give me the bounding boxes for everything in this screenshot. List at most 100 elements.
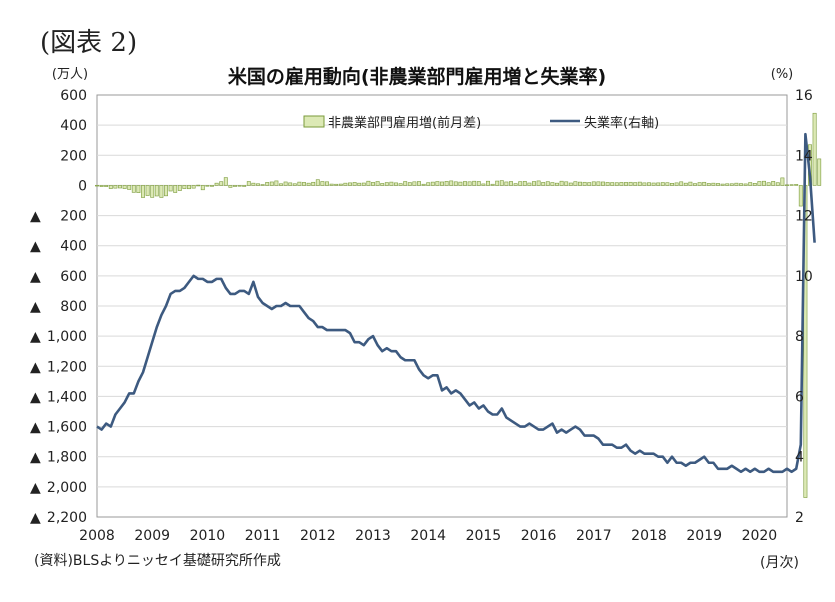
y-left-tick-triangle: ▲ (30, 510, 41, 526)
payroll-bar (697, 182, 702, 186)
payroll-bar (757, 181, 762, 186)
payroll-bar (545, 181, 550, 186)
payroll-bar (518, 181, 523, 186)
payroll-bar (624, 182, 628, 186)
y-left-tick-triangle: ▲ (30, 329, 41, 345)
y-left-tick-label: 1,800 (47, 450, 87, 466)
figure-label: (図表 2) (40, 28, 138, 58)
x-tick-label: 2010 (190, 528, 226, 544)
payroll-bar (472, 180, 477, 186)
payroll-bar (670, 183, 674, 186)
x-tick-label: 2019 (686, 528, 722, 544)
payroll-bar (168, 185, 173, 192)
payroll-bar (233, 185, 237, 187)
payroll-bar (145, 185, 150, 196)
source-note: (資料)BLSよりニッセイ基礎研究所作成 (34, 553, 281, 569)
payroll-bar (311, 181, 316, 186)
payroll-bar (674, 182, 679, 186)
x-tick-label: 2017 (576, 528, 612, 544)
payroll-bar (739, 183, 743, 186)
chart-title: 米国の雇用動向(非農業部門雇用増と失業率) (228, 65, 606, 88)
payroll-bar (380, 183, 385, 186)
payroll-bar (720, 183, 725, 186)
payroll-bar (444, 181, 449, 186)
payroll-bar (150, 185, 155, 198)
y-right-unit: (%) (771, 67, 794, 82)
y-right-tick-label: 8 (795, 329, 804, 345)
y-left-tick-label: 400 (60, 118, 87, 134)
payroll-bar (513, 183, 518, 186)
payroll-bar (302, 182, 306, 186)
y-left-tick-label: 1,000 (47, 329, 87, 345)
y-left-tick-triangle: ▲ (30, 450, 41, 466)
payroll-bar (389, 181, 394, 186)
payroll-bar (403, 181, 408, 186)
y-right-tick-label: 6 (795, 389, 804, 405)
payroll-bar (260, 184, 265, 186)
payroll-bar (398, 183, 403, 186)
x-tick-label: 2015 (466, 528, 502, 544)
x-tick-label: 2020 (742, 528, 778, 544)
payroll-bar (614, 182, 619, 186)
y-right-tick-label: 10 (795, 269, 813, 285)
legend-line-label: 失業率(右軸) (584, 115, 659, 131)
payroll-bars (95, 112, 822, 498)
payroll-bar (127, 185, 132, 190)
x-tick-label: 2013 (355, 528, 391, 544)
payroll-bar (752, 183, 757, 186)
y-left-tick-label: 200 (60, 209, 87, 225)
payroll-bar (242, 185, 247, 187)
payroll-bar (329, 183, 334, 186)
payroll-bar (775, 182, 780, 186)
payroll-bar (467, 181, 472, 186)
y-left-unit: (万人) (52, 67, 88, 82)
payroll-bar (154, 185, 159, 197)
y-left-tick-label: 0 (78, 178, 87, 194)
payroll-bar (325, 181, 329, 186)
y-left-tick-triangle: ▲ (30, 480, 41, 496)
y-left-tick-labels: 600 400 200 0 ▲ 200 ▲ 400 ▲ 600 ▲ 800 ▲ 1,000 ▲ 1,200 ▲ 1… (30, 88, 87, 526)
payroll-bar (499, 180, 504, 186)
y-left-tick-label: 2,000 (47, 480, 87, 496)
payroll-bar (619, 182, 624, 186)
payroll-bar (628, 181, 633, 186)
legend: 非農業部門雇用増(前月差) 失業率(右軸) (303, 115, 659, 131)
payroll-bar (173, 185, 178, 193)
payroll-bar (688, 181, 693, 186)
payroll-bar (352, 182, 357, 186)
x-tick-label: 2016 (521, 528, 557, 544)
payroll-bar (164, 185, 168, 197)
legend-bar-label: 非農業部門雇用増(前月差) (328, 115, 481, 131)
y-left-tick-label: 600 (60, 269, 87, 285)
payroll-bar (522, 181, 527, 186)
payroll-bar (490, 183, 495, 186)
x-tick-label: 2011 (245, 528, 281, 544)
payroll-bar (95, 184, 99, 187)
y-left-tick-label: 1,400 (47, 389, 87, 405)
y-right-tick-labels: 16 14 12 10 8 6 4 2 (795, 88, 813, 526)
payroll-bar (486, 180, 490, 186)
payroll-bar (637, 181, 642, 186)
payroll-bar (256, 183, 260, 186)
y-left-tick-label: 400 (60, 239, 87, 255)
payroll-bar (306, 182, 311, 186)
payroll-bar (357, 182, 362, 186)
payroll-bar (136, 185, 141, 193)
y-left-tick-triangle: ▲ (30, 269, 41, 285)
payroll-bar (633, 182, 638, 186)
y-left-tick-triangle: ▲ (30, 209, 41, 225)
payroll-bar (683, 182, 688, 186)
payroll-bar (550, 182, 555, 186)
payroll-bar (219, 181, 224, 186)
payroll-bar (118, 185, 122, 189)
payroll-bar (559, 180, 564, 186)
y-left-tick-label: 800 (60, 299, 87, 315)
payroll-bar (223, 177, 228, 186)
payroll-bar (375, 181, 380, 186)
payroll-bar (182, 185, 187, 189)
payroll-bar (564, 181, 569, 186)
payroll-bar (495, 180, 500, 186)
gridlines (97, 124, 787, 488)
payroll-bar (573, 181, 578, 186)
